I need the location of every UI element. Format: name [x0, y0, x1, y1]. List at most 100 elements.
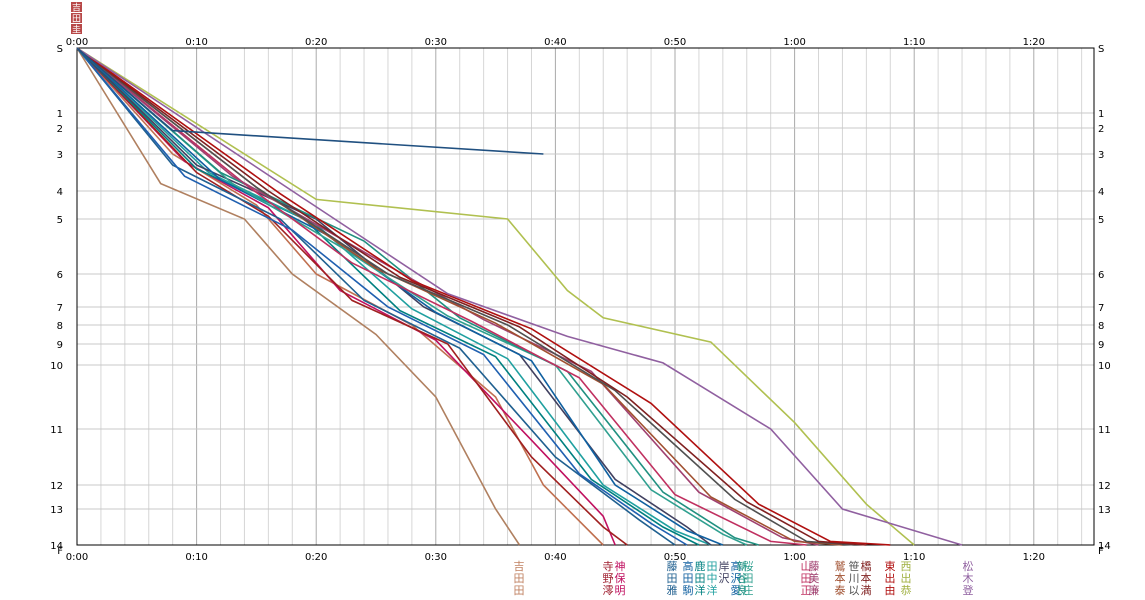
marker-box	[71, 24, 82, 34]
x-tick-label-bottom: 1:10	[903, 552, 925, 563]
x-tick-label-top: 1:10	[903, 37, 925, 48]
x-tick-label-top: 0:40	[544, 37, 566, 48]
series-line	[76, 47, 700, 546]
runner-name-label: 鹿田洋	[695, 559, 706, 597]
x-tick-label-bottom: 1:20	[1023, 552, 1045, 563]
series-line	[76, 47, 712, 546]
series-line	[76, 47, 963, 546]
marker-box	[71, 13, 82, 23]
y-tick-label-right: 2	[1098, 124, 1104, 135]
y-tick-label-right: 3	[1098, 150, 1104, 161]
x-tick-label-bottom: 0:50	[664, 552, 686, 563]
runner-name-label: 藤美廉	[809, 560, 820, 597]
y-tick-label-left: 13	[50, 505, 63, 516]
series-line	[76, 47, 724, 546]
runner-name-label: 桜田庄	[743, 559, 754, 597]
x-tick-label-top: 0:30	[425, 37, 447, 48]
runner-name-label: 神保明	[615, 559, 626, 597]
runner-name-label: 笹川以	[849, 560, 860, 597]
y-tick-label-left: 10	[50, 361, 63, 372]
x-tick-label-top: 0:10	[185, 37, 207, 48]
y-tick-label-right: 7	[1098, 303, 1104, 314]
series-lines	[76, 47, 963, 546]
y-tick-label-right: 10	[1098, 361, 1111, 372]
runner-name-label: 高田駒	[683, 559, 694, 597]
x-tick-label-top: 0:50	[664, 37, 686, 48]
x-tick-label-bottom: 1:00	[783, 552, 805, 563]
runner-name-label: 新谷良	[737, 559, 748, 597]
y-tick-label-right: 6	[1098, 270, 1104, 281]
runner-name-label: 松木登	[963, 559, 974, 597]
y-tick-label-left: 3	[57, 150, 63, 161]
y-tick-label-left: 8	[57, 321, 63, 332]
x-tick-label-bottom: 0:30	[425, 552, 447, 563]
series-line	[76, 47, 748, 546]
plot-frame	[76, 47, 1095, 546]
y-finish-label-right: F	[1098, 546, 1104, 557]
runner-name-label: 吉田田	[514, 560, 525, 597]
x-ticks-bottom: 0:00 0:10 0:20 0:30 0:40 0:50 1:00 1:10 1:20	[66, 552, 1045, 563]
y-tick-label-left: 11	[50, 425, 63, 436]
x-tick-label-top: 1:00	[783, 37, 805, 48]
y-tick-label-left: 4	[57, 187, 63, 198]
y-tick-label-right: 14	[1098, 541, 1111, 552]
x-tick-label-bottom: 0:20	[305, 552, 327, 563]
marker-box	[71, 2, 82, 12]
x-tick-label-bottom: 0:10	[185, 552, 207, 563]
x-tick-label-top: 0:20	[305, 37, 327, 48]
x-tick-label-top: 0:00	[66, 37, 88, 48]
runner-name-label: 藤田雅	[667, 560, 678, 597]
y-tick-label-left: 12	[50, 481, 63, 492]
y-tick-label-left: 1	[57, 109, 63, 120]
runner-name-label: 東出由	[885, 560, 896, 597]
series-line	[76, 47, 855, 546]
series-line	[76, 47, 891, 546]
runner-name-label: 山田正	[801, 560, 812, 597]
y-tick-label-right: 4	[1098, 187, 1104, 198]
series-line	[76, 47, 688, 546]
y-tick-label-right: 12	[1098, 481, 1111, 492]
chart-grid	[76, 48, 1083, 545]
y-tick-label-right: 13	[1098, 505, 1111, 516]
series-line	[76, 47, 807, 546]
y-tick-label-left: 2	[57, 124, 63, 135]
x-tick-label-bottom: 0:00	[66, 552, 88, 563]
x-tick-label-bottom: 0:40	[544, 552, 566, 563]
y-finish-label-left: F	[57, 546, 63, 557]
y-tick-label-left: 6	[57, 270, 63, 281]
runner-name-label: 高沢愛	[731, 559, 742, 597]
series-line	[76, 47, 628, 546]
y-tick-label-left: 7	[57, 303, 63, 314]
series-line	[76, 47, 521, 546]
series-line	[76, 47, 676, 546]
runner-name-label: 田中洋	[707, 560, 718, 597]
top-marker: 吉田圭	[71, 2, 82, 36]
y-tick-label-left: 5	[57, 215, 63, 226]
y-tick-label-left: S	[57, 44, 63, 55]
series-line	[76, 47, 819, 546]
y-tick-label-right: S	[1098, 44, 1104, 55]
x-ticks-top: 0:00 0:10 0:20 0:30 0:40 0:50 1:00 1:10 1:20	[66, 37, 1045, 48]
marker-char: 圭	[72, 24, 81, 36]
runner-name-label: 鷲本泰	[835, 559, 846, 597]
y-tick-label-right: 11	[1098, 425, 1111, 436]
y-tick-label-right: 8	[1098, 321, 1104, 332]
runner-name-label: 寺野澪	[603, 560, 614, 597]
y-tick-label-left: 14	[50, 541, 63, 552]
runner-name-label: 岸沢	[719, 560, 730, 585]
x-tick-label-top: 1:20	[1023, 37, 1045, 48]
y-tick-label-left: 9	[57, 340, 63, 351]
series-line	[76, 47, 867, 546]
runner-name-label: 西出恭	[901, 560, 912, 597]
chart-row-lines	[77, 47, 1094, 546]
y-tick-label-right: 9	[1098, 340, 1104, 351]
runner-name-label: 橋本満	[861, 559, 872, 597]
series-line	[76, 47, 544, 155]
y-tick-label-right: 1	[1098, 109, 1104, 120]
y-tick-label-right: 5	[1098, 215, 1104, 226]
series-line	[76, 47, 915, 546]
